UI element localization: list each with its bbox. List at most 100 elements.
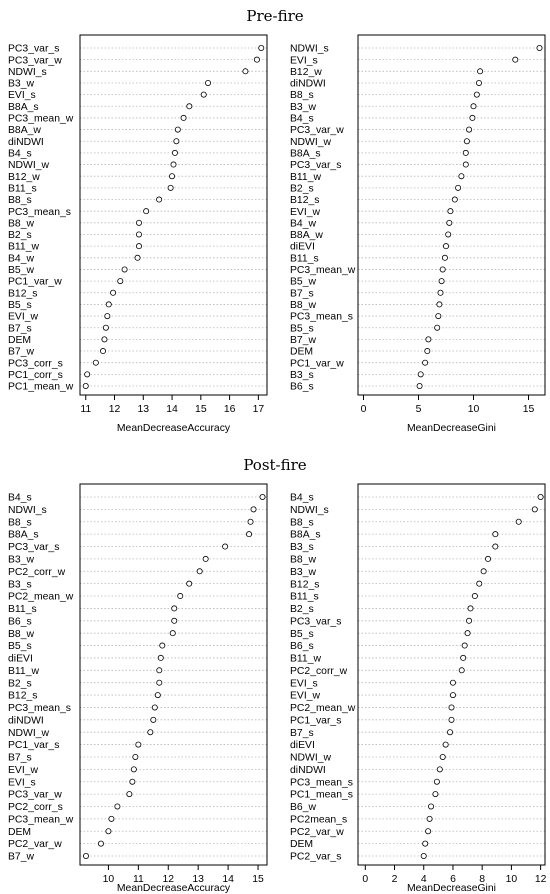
importance-point [449,692,456,699]
importance-point [104,313,111,320]
importance-point [121,266,128,273]
importance-point [167,184,174,191]
importance-point [135,741,142,748]
importance-point [432,791,439,798]
variable-label: PC3_mean_s [290,777,353,788]
importance-point [82,382,89,389]
variable-label: PC2_mean_w [290,703,356,714]
variable-label: B11_s [290,592,319,603]
variable-label: B8A_w [8,125,41,136]
variable-label: DEM [290,839,313,850]
importance-point [157,654,164,661]
variable-label: B4_s [290,493,314,504]
importance-point [480,568,487,575]
variable-label: EVI_w [290,207,321,218]
variable-label: NDWI_s [8,505,47,516]
variable-label: B5_w [8,265,34,276]
variable-label: B12_s [290,579,319,590]
variable-label: B11_s [8,183,37,194]
variable-label: PC3_mean_w [8,114,74,125]
variable-label: EVI_s [8,90,36,101]
importance-point [156,679,163,686]
importance-point [467,605,474,612]
importance-point [425,336,432,343]
importance-point [242,68,249,75]
importance-point [222,543,229,550]
variable-label: B8_w [290,300,316,311]
importance-point [135,219,142,226]
importance-point [471,593,478,600]
importance-point [250,506,257,513]
importance-point [512,56,519,63]
variable-label: PC3_mean_w [290,265,356,276]
importance-point [473,91,480,98]
importance-point [477,68,484,75]
x-tick-label: 4 [421,874,427,885]
variable-label: diEVI [8,654,33,665]
importance-point [101,336,108,343]
importance-point [437,289,444,296]
variable-label: B7_s [290,728,314,739]
variable-label: B3_w [8,79,34,90]
plot-frame [357,483,546,866]
importance-point [475,79,482,86]
importance-point [105,301,112,308]
importance-point [447,729,454,736]
variable-label: PC3_var_s [8,44,59,55]
importance-point [458,173,465,180]
variable-label: PC1_mean_s [290,790,353,801]
importance-point [135,231,142,238]
importance-point [442,243,449,250]
x-axis-label: MeanDecreaseAccuracy [117,883,231,894]
importance-point [436,766,443,773]
variable-label: diEVI [290,740,315,751]
variable-label: B11_w [290,654,321,665]
importance-point [132,753,139,760]
variable-label: DEM [8,335,31,346]
x-tick-label: 14 [222,874,234,885]
variable-label: B11_w [8,666,39,677]
variable-label: B6_w [290,802,316,813]
importance-point [531,506,538,513]
variable-label: B8_s [8,517,32,528]
importance-point [469,114,476,121]
variable-label: B12_w [8,172,40,183]
importance-point [466,617,473,624]
importance-point [448,716,455,723]
variable-label: B3_w [290,102,316,113]
importance-point [464,630,471,637]
variable-label: B5_s [8,641,32,652]
variable-label: B8_s [290,517,314,528]
importance-point [114,803,121,810]
variable-label: B4_w [290,218,316,229]
pre-fire-accuracy-chart: PC3_var_sPC3_var_wNDWI_sB3_wEVI_sB8A_sPC… [8,34,268,434]
variable-label: PC2_var_w [8,839,62,850]
importance-point [416,382,423,389]
importance-point [174,126,181,133]
importance-point [159,642,166,649]
variable-label: NDWI_s [290,44,329,55]
importance-point [108,815,115,822]
importance-point [422,840,429,847]
variable-label: B3_w [8,554,34,565]
importance-point [515,518,522,525]
variable-label: B11_s [8,604,37,615]
importance-point [151,704,158,711]
variable-label: PC3_var_w [290,125,344,136]
variable-label: B12_s [8,691,37,702]
variable-label: B6_s [8,616,32,627]
importance-point [436,301,443,308]
importance-point [156,196,163,203]
pre-fire-title: Pre-fire [246,7,303,25]
importance-point [461,642,468,649]
variable-label: PC1_var_w [8,277,62,288]
variable-label: B8A_w [290,230,323,241]
variable-label: B2_s [290,604,314,615]
variable-label: PC2_var_w [290,827,344,838]
importance-point [492,543,499,550]
variable-label: B8A_s [290,148,321,159]
importance-point [428,803,435,810]
importance-point [156,667,163,674]
importance-point [462,161,469,168]
